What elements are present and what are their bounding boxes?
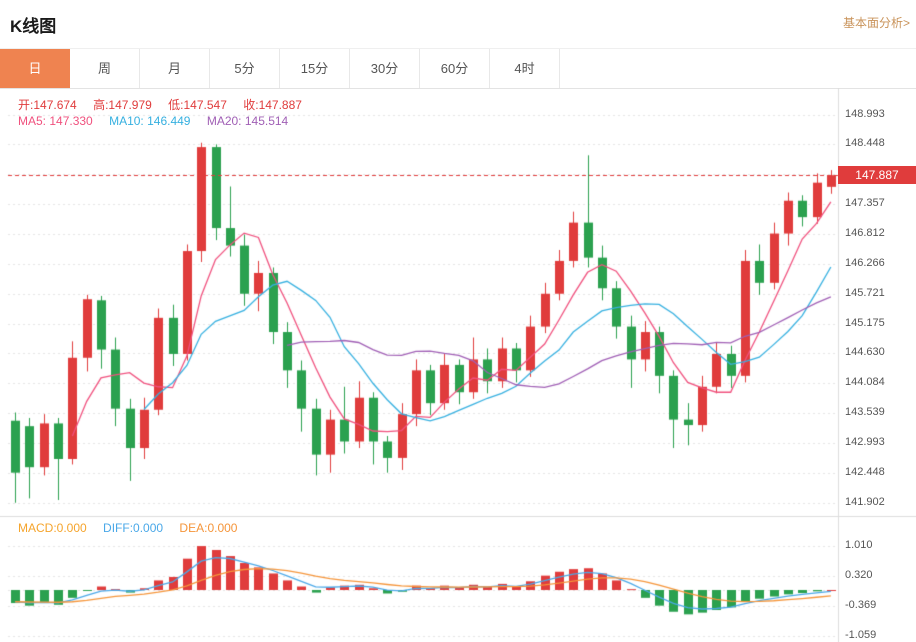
dea-value-readout: DEA:0.000: [179, 521, 237, 535]
high-readout: 高:147.979: [93, 98, 152, 112]
y-axis-tick: 147.357: [845, 197, 885, 210]
y-axis-tick: 146.812: [845, 226, 885, 239]
ma20-label: MA20:: [206, 114, 245, 128]
close-label: 收:: [243, 98, 259, 112]
ma5-value: 147.330: [49, 114, 93, 128]
open-readout: 开:147.674: [18, 98, 77, 112]
tab-month[interactable]: 月: [140, 49, 210, 88]
close-readout: 收:147.887: [243, 98, 302, 112]
y-axis-tick: 142.993: [845, 435, 885, 448]
high-label: 高:: [93, 98, 109, 112]
y-axis-tick: 143.539: [845, 406, 885, 419]
low-label: 低:: [168, 98, 184, 112]
last-price-tag: 147.887: [838, 166, 916, 185]
high-value: 147.979: [108, 98, 152, 112]
y-axis-tick: 144.630: [845, 346, 885, 359]
ma10-readout: MA10: 146.449: [109, 114, 190, 128]
fundamental-analysis-link[interactable]: 基本面分析>: [842, 16, 910, 30]
ma20-value: 145.514: [244, 114, 289, 128]
ma20-readout: MA20: 145.514: [207, 114, 288, 128]
y-axis-tick: 144.084: [845, 376, 885, 389]
tab-30min[interactable]: 30分: [350, 49, 420, 88]
tab-15min[interactable]: 15分: [280, 49, 350, 88]
y-axis-tick: 148.448: [845, 137, 885, 150]
candlestick-chart-canvas[interactable]: [0, 88, 916, 642]
diff-value: 0.000: [133, 521, 164, 535]
open-value: 147.674: [33, 98, 77, 112]
tab-day[interactable]: 日: [0, 49, 70, 88]
y-axis-tick: -0.369: [845, 599, 877, 612]
y-axis-tick: 141.902: [845, 495, 885, 508]
ohlc-readout: 开:147.674 高:147.979 低:147.547 收:147.887: [18, 96, 315, 113]
dea-value: 0.000: [207, 521, 238, 535]
close-value: 147.887: [258, 98, 302, 112]
open-label: 开:: [18, 98, 34, 112]
diff-value-readout: DIFF:0.000: [103, 521, 163, 535]
y-axis-tick: 145.721: [845, 286, 885, 299]
page-title: K线图: [10, 17, 57, 36]
macd-label: MACD:: [18, 521, 57, 535]
ma5-readout: MA5: 147.330: [18, 114, 93, 128]
y-axis-tick: -1.059: [845, 629, 877, 642]
y-axis-tick: 148.993: [845, 107, 885, 120]
y-axis-tick: 146.266: [845, 256, 885, 269]
low-readout: 低:147.547: [168, 98, 227, 112]
tab-4hour[interactable]: 4时: [490, 49, 560, 88]
low-value: 147.547: [183, 98, 227, 112]
y-axis-tick: 142.448: [845, 465, 885, 478]
ma5-label: MA5:: [18, 114, 50, 128]
diff-label: DIFF:: [103, 521, 134, 535]
dea-label: DEA:: [179, 521, 208, 535]
header: K线图 基本面分析>: [0, 0, 916, 48]
ma10-value: 146.449: [147, 114, 191, 128]
ma10-label: MA10:: [109, 114, 148, 128]
period-tabs: 日 周 月 5分 15分 30分 60分 4时: [0, 48, 916, 89]
macd-value: 0.000: [56, 521, 87, 535]
macd-readout: MACD:0.000 DIFF:0.000 DEA:0.000: [18, 521, 250, 535]
tab-60min[interactable]: 60分: [420, 49, 490, 88]
y-axis-tick: 0.320: [845, 569, 873, 582]
y-axis-tick: 1.010: [845, 539, 873, 552]
macd-value-readout: MACD:0.000: [18, 521, 87, 535]
tab-week[interactable]: 周: [70, 49, 140, 88]
tab-5min[interactable]: 5分: [210, 49, 280, 88]
ma-readout: MA5: 147.330 MA10: 146.449 MA20: 145.514: [18, 114, 301, 128]
y-axis-tick: 145.175: [845, 316, 885, 329]
